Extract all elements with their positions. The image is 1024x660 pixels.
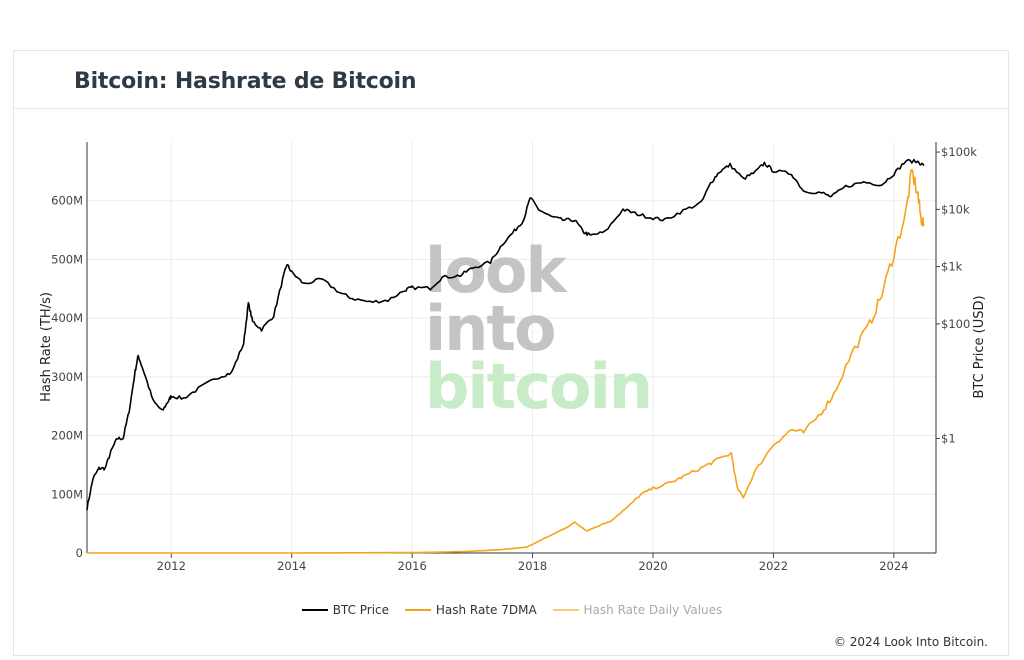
- series-line-hash-rate-7dma: [87, 168, 925, 554]
- watermark-line2: into: [425, 292, 555, 365]
- series-line-btc-price: [86, 158, 925, 511]
- legend-item-btc-price[interactable]: BTC Price: [301, 603, 390, 617]
- legend-label-hash-rate-daily: Hash Rate Daily Values: [583, 603, 723, 617]
- legend-item-hash-rate-daily[interactable]: Hash Rate Daily Values: [552, 603, 723, 617]
- x-tick-label: 2014: [277, 559, 306, 573]
- legend-item-hash-rate-7dma[interactable]: Hash Rate 7DMA: [404, 603, 537, 617]
- y-left-tick-label: 0: [76, 546, 83, 560]
- y-left-tick-label: 600M: [51, 194, 83, 208]
- x-tick-label: 2016: [398, 559, 427, 573]
- y-left-tick-label: 500M: [51, 252, 83, 266]
- chart-card: Bitcoin: Hashrate de Bitcoin: [13, 50, 1009, 656]
- x-tick-label: 2020: [638, 559, 667, 573]
- y-right-tick-label: $1k: [941, 260, 963, 274]
- x-tick-label: 2012: [157, 559, 186, 573]
- copyright: © 2024 Look Into Bitcoin.: [833, 635, 988, 649]
- y-right-tick-label: $100k: [941, 145, 977, 159]
- x-tick-label: 2024: [879, 559, 908, 573]
- legend-swatch-hash-rate-7dma: [404, 609, 431, 611]
- legend-label-btc-price: BTC Price: [332, 603, 390, 617]
- legend: BTC Price Hash Rate 7DMA Hash Rate Daily…: [0, 600, 1024, 617]
- y-left-tick-label: 100M: [51, 487, 83, 501]
- page-title: Bitcoin: Hashrate de Bitcoin: [74, 69, 417, 94]
- grid-lines: [87, 142, 936, 554]
- y-right-tick-label: $100: [941, 317, 970, 331]
- y-right-tick-label: $10k: [941, 202, 970, 216]
- watermark-line1: look: [425, 234, 568, 307]
- y-right-tick-label: $1: [941, 431, 956, 445]
- y-axis-right-title: BTC Price (USD): [972, 295, 987, 398]
- card-header: Bitcoin: Hashrate de Bitcoin: [14, 51, 1008, 109]
- legend-swatch-hash-rate-daily: [552, 609, 579, 611]
- legend-label-hash-rate-7dma: Hash Rate 7DMA: [435, 603, 537, 617]
- x-tick-label: 2018: [518, 559, 547, 573]
- watermark-line3: bitcoin: [425, 350, 651, 423]
- watermark: look into bitcoin: [425, 234, 653, 423]
- y-axis-left-title: Hash Rate (TH/s): [39, 292, 54, 402]
- y-left-tick-label: 200M: [51, 429, 83, 443]
- legend-swatch-btc-price: [301, 609, 328, 611]
- x-tick-label: 2022: [759, 559, 788, 573]
- y-left-tick-label: 300M: [51, 370, 83, 384]
- y-left-tick-label: 400M: [51, 311, 83, 325]
- series-group: [86, 158, 925, 554]
